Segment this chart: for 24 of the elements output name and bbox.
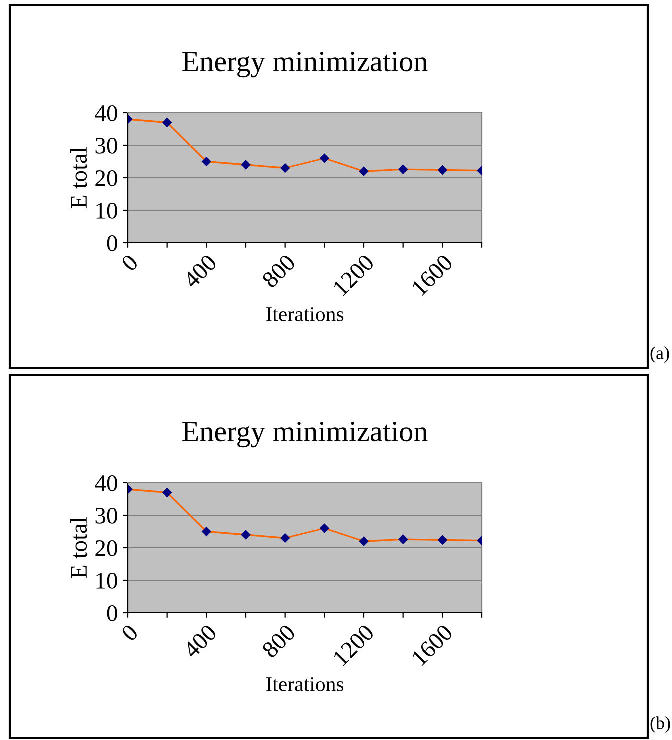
x-tick-label: 400 — [182, 254, 218, 290]
y-tick-label: 30 — [96, 138, 118, 154]
x-tick-label: 400 — [182, 624, 218, 660]
chart-title: Energy minimization — [182, 52, 428, 78]
x-axis-title: Iterations — [266, 307, 344, 322]
y-tick-label: 0 — [107, 235, 118, 252]
x-tick-label: 800 — [261, 254, 296, 289]
y-tick-label: 30 — [96, 508, 118, 524]
y-tick-label: 20 — [96, 170, 118, 186]
text: (b) — [650, 716, 670, 733]
y-tick-label: 10 — [96, 202, 118, 219]
y-axis-title: E total — [70, 517, 88, 578]
x-axis-title: Iterations — [266, 677, 344, 692]
y-tick-label: 0 — [107, 605, 118, 622]
y-tick-label: 20 — [96, 540, 118, 556]
chart-title: Energy minimization — [182, 422, 428, 448]
y-tick-label: 10 — [96, 572, 118, 589]
text: (a) — [650, 346, 670, 363]
x-tick-label: 0 — [120, 254, 140, 272]
y-tick-label: 40 — [95, 105, 118, 122]
y-tick-label: 40 — [95, 475, 118, 492]
x-tick-label: 800 — [261, 624, 296, 659]
y-axis-title: E total — [70, 147, 88, 208]
x-tick-label: 0 — [120, 624, 140, 642]
